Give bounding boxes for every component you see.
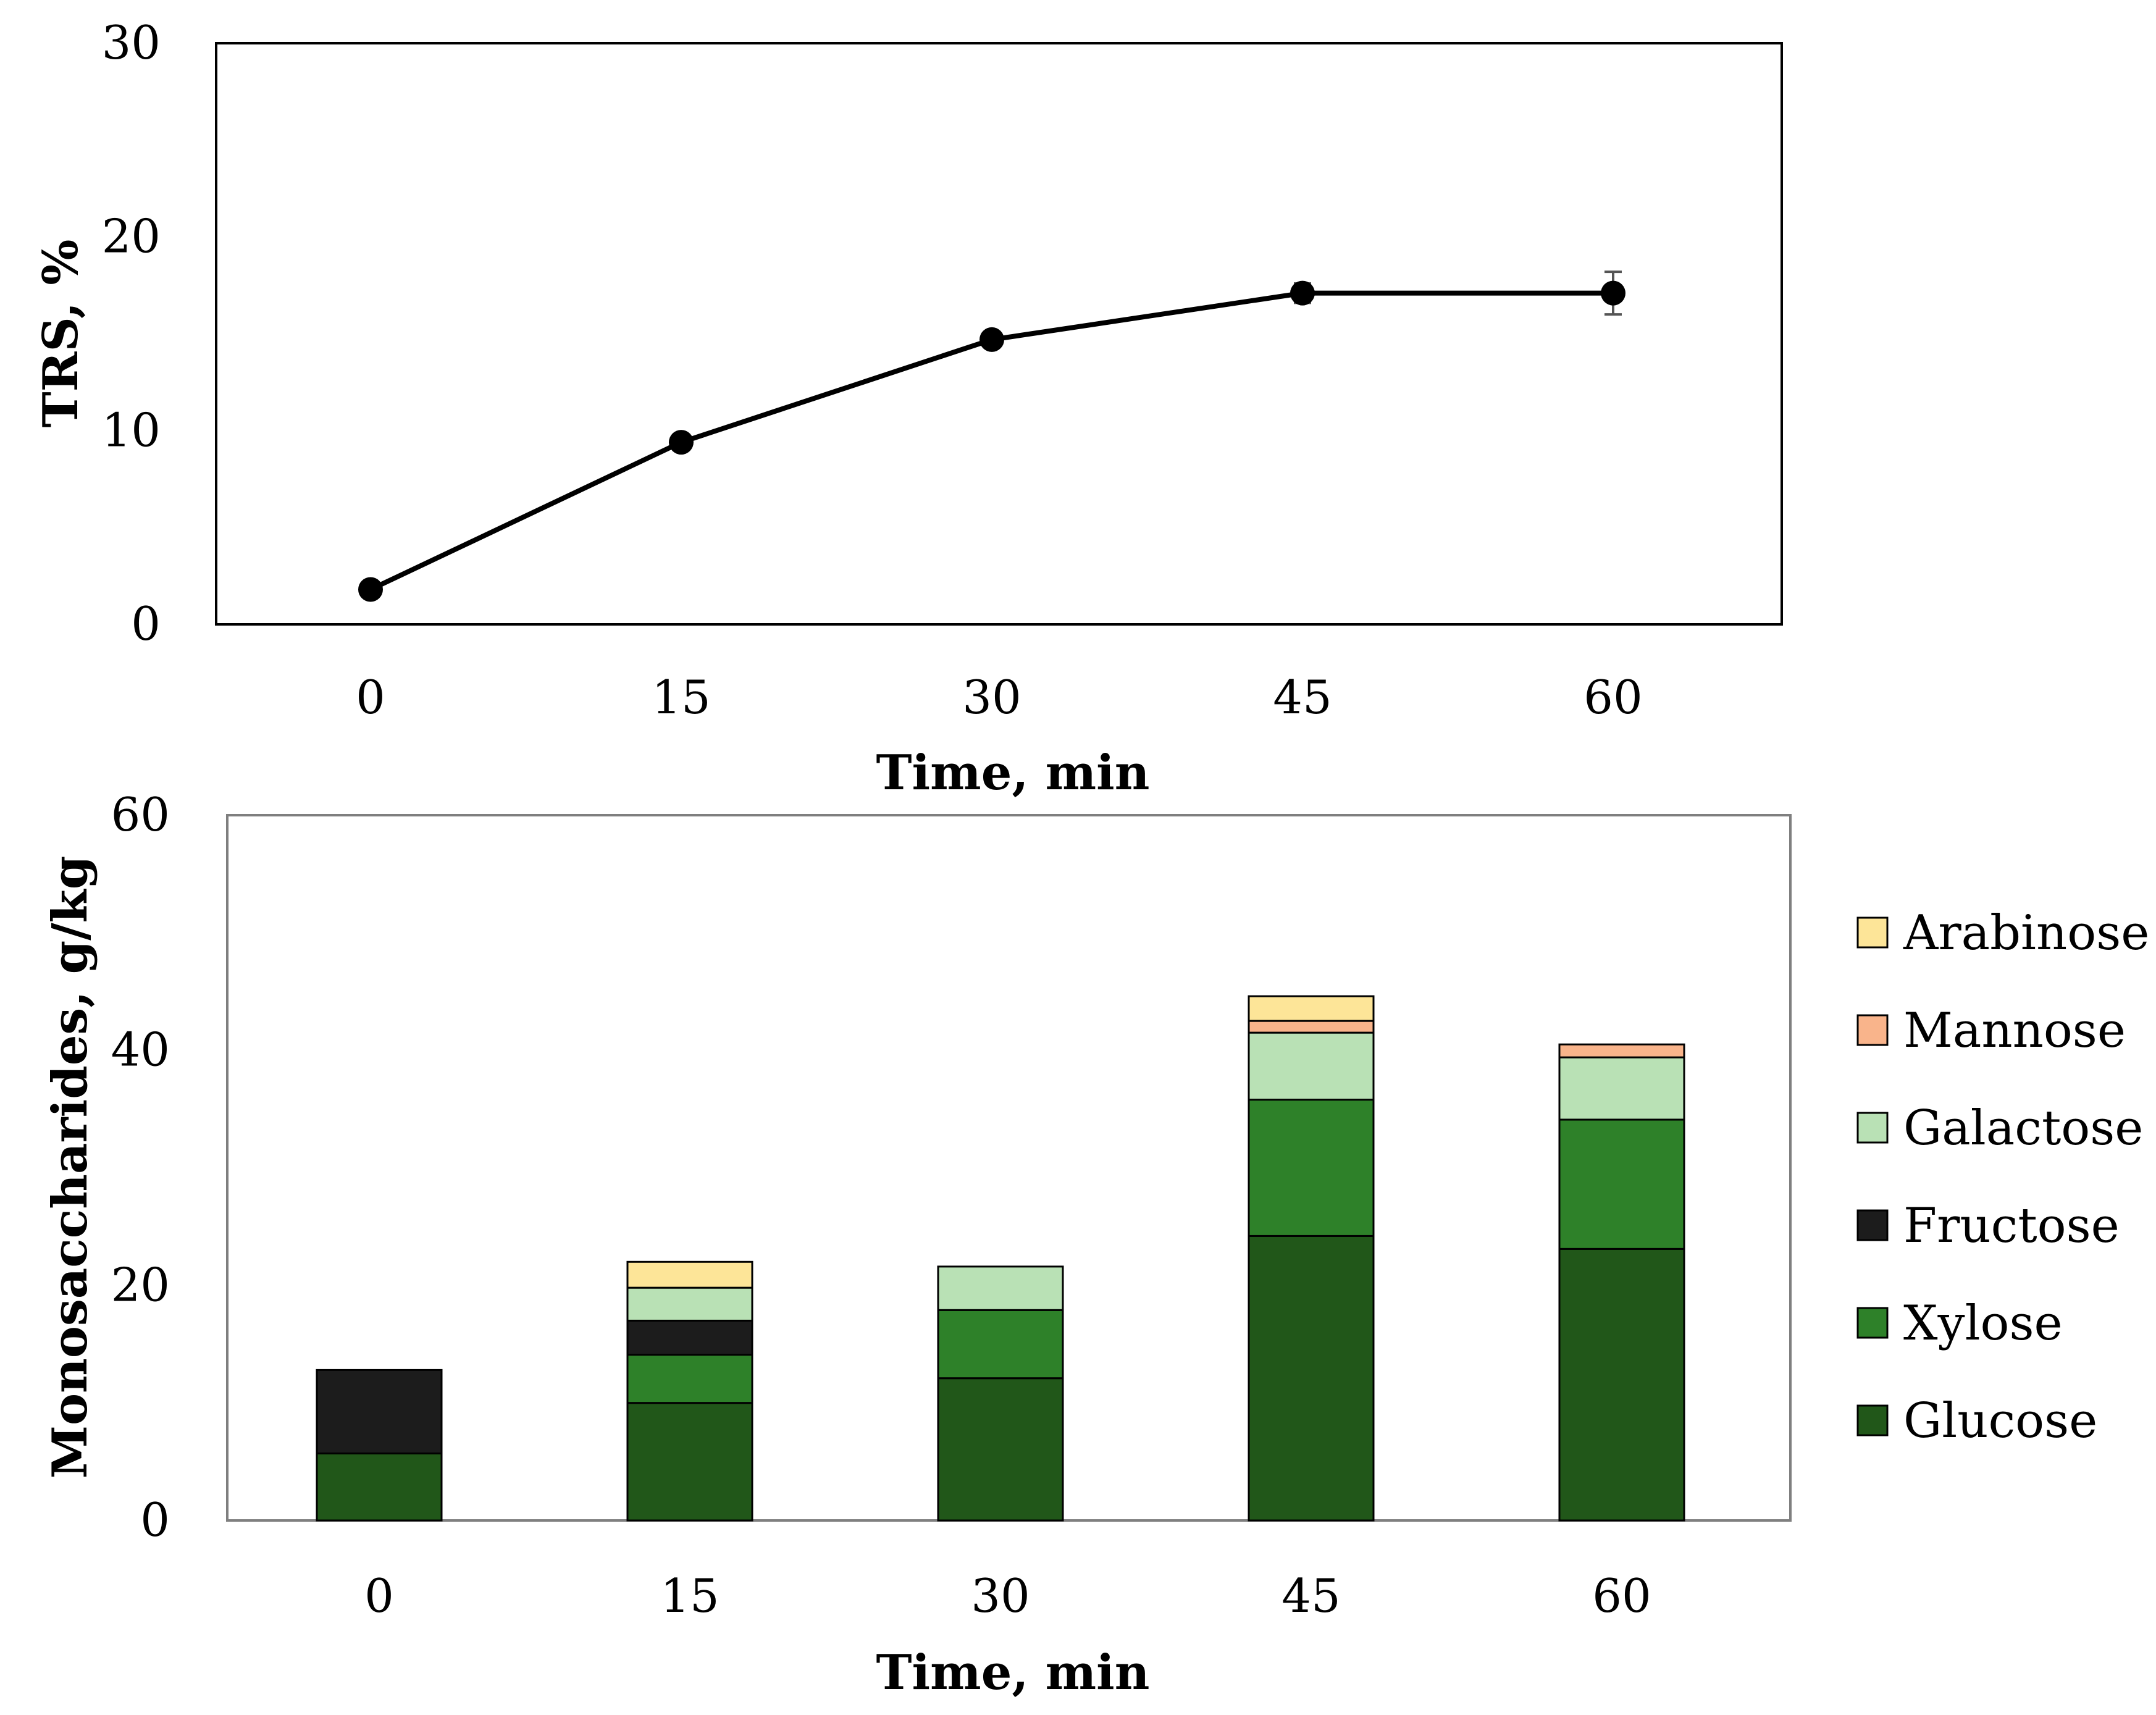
trs-data-point bbox=[358, 577, 383, 602]
bar-segment-glucose bbox=[316, 1453, 443, 1522]
mono-x-tick-label: 45 bbox=[1281, 1569, 1340, 1623]
trs-x-tick-label: 15 bbox=[652, 670, 710, 724]
legend-item-xylose: Xylose bbox=[1856, 1296, 2063, 1351]
trs-y-axis-title: TRS, % bbox=[33, 240, 89, 428]
trs-data-point bbox=[669, 430, 694, 455]
legend-label: Mannose bbox=[1903, 1003, 2126, 1059]
bar-segment-fructose bbox=[626, 1319, 753, 1356]
trs-x-tick-label: 30 bbox=[962, 670, 1021, 724]
mono-x-axis-ticks: 0 15 30 45 60 bbox=[364, 1569, 1651, 1623]
bar-segment-xylose bbox=[1558, 1118, 1685, 1250]
mono-y-axis-ticks: 0 20 40 60 bbox=[111, 787, 170, 1547]
bar-segment-arabinose bbox=[626, 1260, 753, 1289]
trs-data-point bbox=[1290, 280, 1315, 306]
trs-x-axis-ticks: 0 15 30 45 60 bbox=[356, 670, 1643, 724]
legend-swatch bbox=[1856, 1404, 1889, 1436]
mono-bars bbox=[316, 995, 1685, 1522]
legend-swatch bbox=[1856, 1112, 1889, 1144]
legend-item-mannose: Mannose bbox=[1856, 1003, 2126, 1059]
mono-y-tick-label: 40 bbox=[111, 1023, 170, 1077]
mono-y-tick-label: 60 bbox=[111, 787, 170, 842]
legend-label: Glucose bbox=[1903, 1393, 2097, 1449]
trs-data-point bbox=[1601, 280, 1625, 306]
trs-x-tick-label: 45 bbox=[1273, 670, 1332, 724]
legend-label: Fructose bbox=[1903, 1198, 2120, 1254]
bar-segment-galactose bbox=[626, 1286, 753, 1322]
mono-x-tick-label: 0 bbox=[364, 1569, 394, 1623]
legend-item-glucose: Glucose bbox=[1856, 1393, 2097, 1449]
mono-legend: Arabinose Mannose Galactose Fructose Xylose G… bbox=[1856, 905, 2149, 1449]
trs-y-tick-label: 20 bbox=[102, 209, 161, 264]
legend-item-fructose: Fructose bbox=[1856, 1198, 2120, 1254]
trs-x-axis-title: Time, min bbox=[876, 745, 1149, 801]
bar-segment-xylose bbox=[937, 1309, 1064, 1380]
mono-y-tick-label: 0 bbox=[140, 1493, 170, 1547]
legend-label: Xylose bbox=[1903, 1296, 2063, 1351]
mono-x-tick-label: 30 bbox=[971, 1569, 1030, 1623]
legend-swatch bbox=[1856, 1307, 1889, 1339]
trs-y-tick-label: 30 bbox=[102, 15, 161, 70]
mono-y-tick-label: 20 bbox=[111, 1257, 170, 1312]
bar-segment-arabinose bbox=[1248, 995, 1375, 1022]
legend-swatch bbox=[1856, 1014, 1889, 1046]
mono-y-axis-title: Monosaccharides, g/kg bbox=[42, 856, 98, 1479]
trs-y-tick-label: 0 bbox=[131, 597, 161, 651]
legend-label: Arabinose bbox=[1903, 905, 2149, 961]
bar-segment-fructose bbox=[316, 1369, 443, 1455]
bar-segment-glucose bbox=[626, 1402, 753, 1522]
bar-segment-galactose bbox=[937, 1265, 1064, 1311]
bar-segment-xylose bbox=[1248, 1099, 1375, 1237]
trs-y-tick-label: 10 bbox=[102, 403, 161, 457]
legend-item-galactose: Galactose bbox=[1856, 1101, 2143, 1156]
bar-segment-glucose bbox=[937, 1377, 1064, 1522]
mono-x-tick-label: 60 bbox=[1592, 1569, 1651, 1623]
trs-data-point bbox=[979, 327, 1004, 352]
legend-swatch bbox=[1856, 1209, 1889, 1241]
bar-segment-galactose bbox=[1248, 1031, 1375, 1101]
trs-series bbox=[358, 270, 1625, 602]
trs-y-axis-ticks: 0 10 20 30 bbox=[102, 15, 161, 651]
bar-segment-xylose bbox=[626, 1354, 753, 1404]
bar-segment-glucose bbox=[1248, 1235, 1375, 1522]
bar-segment-mannose bbox=[1558, 1043, 1685, 1059]
bar-segment-glucose bbox=[1558, 1247, 1685, 1522]
mono-x-tick-label: 15 bbox=[660, 1569, 719, 1623]
legend-label: Galactose bbox=[1903, 1101, 2143, 1156]
bar-segment-mannose bbox=[1248, 1020, 1375, 1034]
trs-x-tick-label: 60 bbox=[1583, 670, 1642, 724]
legend-item-arabinose: Arabinose bbox=[1856, 905, 2149, 961]
legend-swatch bbox=[1856, 916, 1889, 949]
trs-chart: 0 10 20 30 0 15 30 45 60 TRS, % Time, min bbox=[33, 15, 1783, 801]
mono-x-axis-title: Time, min bbox=[876, 1645, 1149, 1701]
bar-segment-galactose bbox=[1558, 1056, 1685, 1121]
trs-x-tick-label: 0 bbox=[356, 670, 385, 724]
